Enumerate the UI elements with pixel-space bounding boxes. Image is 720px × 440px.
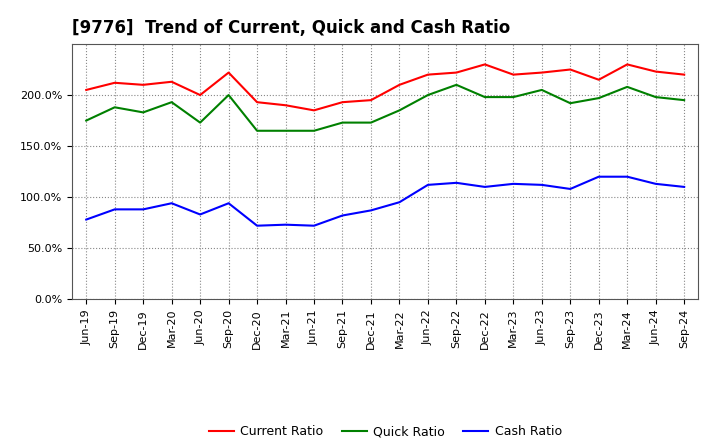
Cash Ratio (310, 223, 318, 228)
Current Ratio (110, 80, 119, 85)
Cash Ratio (623, 174, 631, 180)
Line: Current Ratio: Current Ratio (86, 64, 684, 110)
Cash Ratio (139, 207, 148, 212)
Current Ratio (310, 108, 318, 113)
Cash Ratio (196, 212, 204, 217)
Current Ratio (395, 82, 404, 88)
Cash Ratio (282, 222, 290, 227)
Quick Ratio (366, 120, 375, 125)
Quick Ratio (509, 95, 518, 100)
Cash Ratio (82, 217, 91, 222)
Quick Ratio (139, 110, 148, 115)
Line: Quick Ratio: Quick Ratio (86, 85, 684, 131)
Quick Ratio (253, 128, 261, 133)
Current Ratio (652, 69, 660, 74)
Quick Ratio (282, 128, 290, 133)
Current Ratio (566, 67, 575, 72)
Cash Ratio (480, 184, 489, 190)
Cash Ratio (452, 180, 461, 186)
Current Ratio (537, 70, 546, 75)
Quick Ratio (480, 95, 489, 100)
Current Ratio (167, 79, 176, 84)
Current Ratio (366, 98, 375, 103)
Quick Ratio (652, 95, 660, 100)
Cash Ratio (395, 200, 404, 205)
Cash Ratio (652, 181, 660, 187)
Legend: Current Ratio, Quick Ratio, Cash Ratio: Current Ratio, Quick Ratio, Cash Ratio (204, 420, 567, 440)
Cash Ratio (509, 181, 518, 187)
Quick Ratio (595, 95, 603, 101)
Quick Ratio (566, 101, 575, 106)
Quick Ratio (196, 120, 204, 125)
Current Ratio (338, 99, 347, 105)
Cash Ratio (338, 213, 347, 218)
Quick Ratio (225, 92, 233, 98)
Line: Cash Ratio: Cash Ratio (86, 177, 684, 226)
Current Ratio (452, 70, 461, 75)
Current Ratio (480, 62, 489, 67)
Quick Ratio (167, 99, 176, 105)
Current Ratio (680, 72, 688, 77)
Cash Ratio (423, 182, 432, 187)
Current Ratio (225, 70, 233, 75)
Current Ratio (253, 99, 261, 105)
Current Ratio (623, 62, 631, 67)
Quick Ratio (623, 84, 631, 89)
Cash Ratio (225, 201, 233, 206)
Quick Ratio (680, 98, 688, 103)
Quick Ratio (452, 82, 461, 88)
Cash Ratio (253, 223, 261, 228)
Current Ratio (282, 103, 290, 108)
Cash Ratio (110, 207, 119, 212)
Quick Ratio (537, 87, 546, 92)
Cash Ratio (566, 186, 575, 191)
Current Ratio (595, 77, 603, 82)
Text: [9776]  Trend of Current, Quick and Cash Ratio: [9776] Trend of Current, Quick and Cash … (72, 19, 510, 37)
Cash Ratio (595, 174, 603, 180)
Cash Ratio (537, 182, 546, 187)
Current Ratio (196, 92, 204, 98)
Cash Ratio (680, 184, 688, 190)
Quick Ratio (110, 105, 119, 110)
Current Ratio (509, 72, 518, 77)
Quick Ratio (423, 92, 432, 98)
Current Ratio (423, 72, 432, 77)
Cash Ratio (167, 201, 176, 206)
Quick Ratio (82, 118, 91, 123)
Quick Ratio (338, 120, 347, 125)
Quick Ratio (395, 108, 404, 113)
Current Ratio (139, 82, 148, 88)
Quick Ratio (310, 128, 318, 133)
Cash Ratio (366, 208, 375, 213)
Current Ratio (82, 87, 91, 92)
